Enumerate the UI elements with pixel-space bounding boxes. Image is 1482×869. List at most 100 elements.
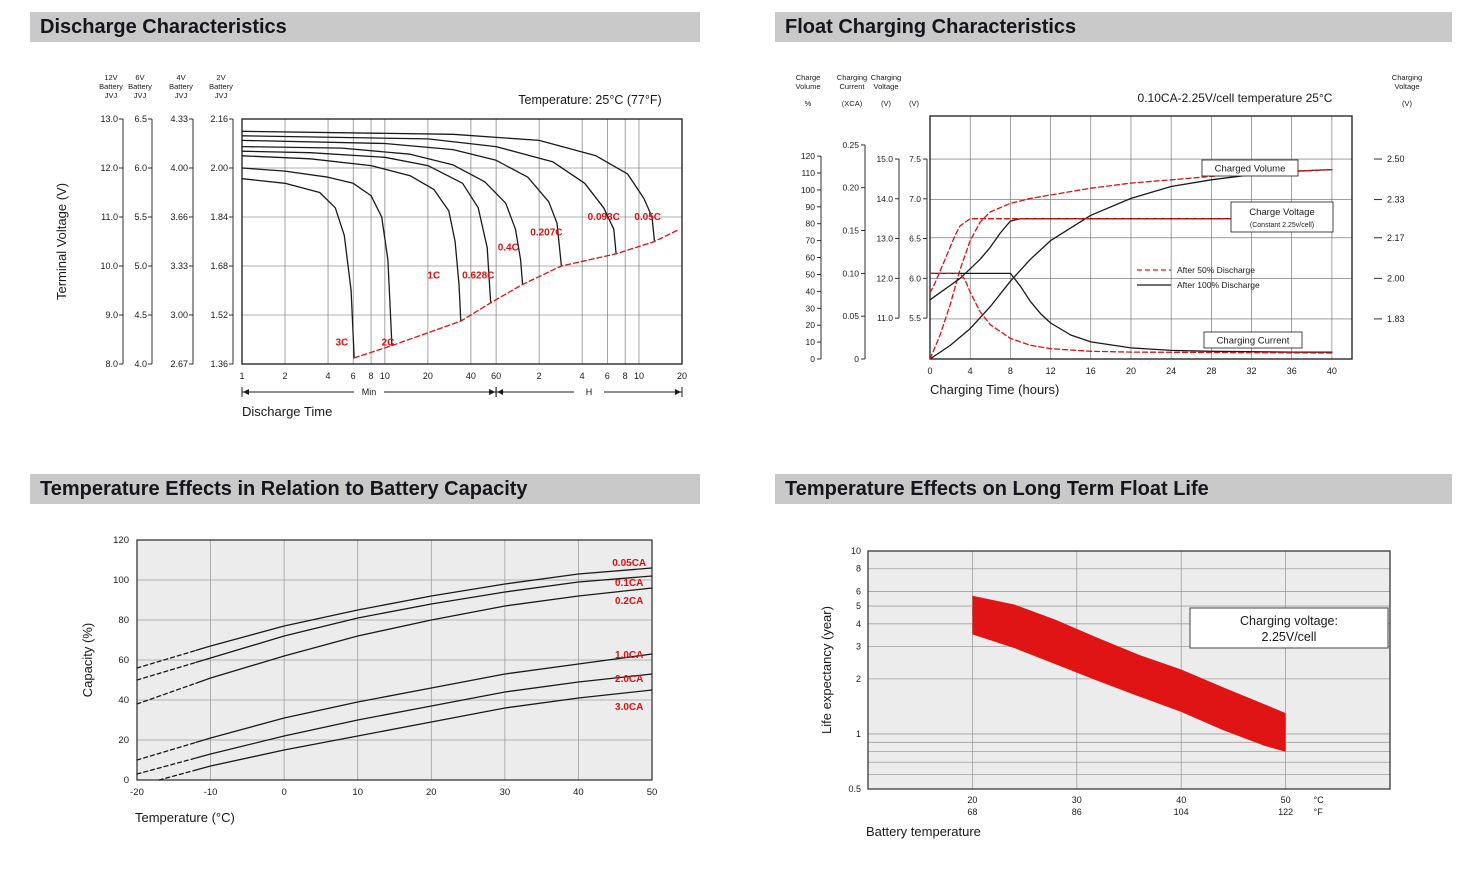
legend-label: After 50% Discharge: [1177, 265, 1255, 275]
y-tick: 20: [118, 735, 129, 746]
axis-header: Battery: [99, 82, 123, 91]
y-tick: 3.33: [170, 261, 188, 271]
y-tick: 13.0: [876, 234, 893, 244]
y-tick: 50: [806, 269, 816, 279]
y-tick: 6: [856, 587, 861, 597]
y-tick-right: 1.83: [1387, 314, 1405, 324]
temp-capacity-chart-svg: 0 20 40 60 80 100 120 -20 -10 0 10 20 30 40 50 Capacity…: [80, 535, 658, 825]
axis-header: Charging: [871, 73, 901, 82]
axis-header: Voltage: [873, 82, 898, 91]
series-0.05CA: [195, 567, 653, 652]
y-tick: 0.10: [842, 268, 859, 278]
axis-unit: (V): [881, 99, 892, 108]
curve-label: 0.05CA: [612, 558, 646, 569]
y-tick: 6.5: [909, 234, 921, 244]
x-span-label: H: [586, 387, 593, 397]
curve-label: Charging Current: [1217, 336, 1290, 347]
y-tick: 7.0: [909, 194, 921, 204]
y-tick: 5.5: [909, 313, 921, 323]
y-tick: 8: [856, 564, 861, 574]
axis-header: JVJ: [215, 91, 228, 100]
x-tick: 4: [968, 366, 973, 376]
axis-unit: %: [805, 99, 812, 108]
series-0.1CA: [195, 575, 653, 664]
y-tick: 40: [806, 286, 816, 296]
y-tick: 4.5: [134, 310, 147, 320]
series-3C: [241, 178, 355, 359]
y-tick: 1.36: [210, 359, 228, 369]
x-tick: 36: [1287, 366, 1297, 376]
annotation-line1: Charging voltage:: [1240, 614, 1338, 628]
y-tick: 4: [856, 619, 861, 629]
x-span-label: Min: [362, 387, 377, 397]
temp-capacity-chart: 0 20 40 60 80 100 120 -20 -10 0 10 20 30 40 50 Capacity…: [30, 508, 700, 853]
y-tick: 3.66: [170, 212, 188, 222]
x-tick: 10: [380, 371, 390, 381]
x-tick: 2: [537, 371, 542, 381]
plot-border: [867, 550, 1391, 790]
axis-header: JVJ: [134, 91, 147, 100]
chart-annotation: 0.10CA-2.25V/cell temperature 25°C: [1138, 91, 1333, 105]
x-tick: 20: [423, 371, 433, 381]
x-tick: 20: [677, 371, 687, 381]
curve-label: 1.0CA: [615, 650, 643, 661]
series-1C: [241, 155, 462, 322]
x-tick-f: 104: [1174, 807, 1189, 817]
series-0.05CA-dashed: [136, 649, 197, 669]
x-tick-c: 40: [1176, 795, 1186, 805]
curve-label: 0.4C: [498, 243, 519, 254]
y-tick: 12.0: [876, 273, 893, 283]
series-3.0CA-dashed: [158, 769, 197, 781]
y-tick: 40: [118, 695, 129, 706]
axis-header: Charging: [837, 73, 867, 82]
temperature-annotation: Temperature: 25°C (77°F): [518, 93, 661, 107]
y-tick: 13.0: [100, 114, 118, 124]
y-tick-right: 2.33: [1387, 195, 1405, 205]
annotation-line2: 2.25V/cell: [1262, 630, 1317, 644]
curve-label-box: [1230, 201, 1334, 233]
y-tick: 0.15: [842, 226, 859, 236]
axis-header: 6V: [135, 73, 144, 82]
curve-label: 3.0CA: [615, 702, 643, 713]
y-tick: 120: [113, 535, 129, 546]
y-tick-right: 2.17: [1387, 233, 1405, 243]
series-3.0CA: [195, 689, 653, 771]
axis-header: 4V: [176, 73, 185, 82]
curve-label: 0.628C: [462, 270, 494, 281]
y-tick: 4.33: [170, 114, 188, 124]
y-tick: 2.67: [170, 359, 188, 369]
x-tick: 50: [647, 787, 658, 798]
curve-label: 2.0CA: [615, 674, 643, 685]
x-axis-title: Battery temperature: [866, 824, 981, 839]
y-tick: 0.20: [842, 183, 859, 193]
curve-label-box: [1201, 159, 1299, 177]
y-tick: 6.0: [134, 163, 147, 173]
y-tick-right: 2.00: [1387, 273, 1405, 283]
legend-label: After 100% Discharge: [1177, 280, 1260, 290]
axis-header: Charge: [796, 73, 821, 82]
series-charging-current-50: [929, 272, 1333, 354]
y-tick: 0: [810, 354, 815, 364]
float-life-chart-svg: Charging voltage:2.25V/cell1086543210.52…: [819, 546, 1391, 839]
curve-label: 0.207C: [530, 227, 562, 238]
y-axis-title: Terminal Voltage (V): [54, 183, 69, 300]
series-0.093C: [241, 135, 617, 255]
x-tick: 8: [1008, 366, 1013, 376]
y-tick: 80: [118, 615, 129, 626]
y-tick: 12.0: [100, 163, 118, 173]
x-tick: 10: [634, 371, 644, 381]
y-tick: 2.00: [210, 163, 228, 173]
float-life-section-title: Temperature Effects on Long Term Float L…: [775, 474, 1452, 504]
series-2.0CA-dashed: [136, 757, 197, 775]
series-1.0CA-dashed: [136, 741, 197, 761]
x-tick: 40: [573, 787, 584, 798]
axis-unit: (V): [1402, 99, 1413, 108]
float-life-chart: Charging voltage: 2.25V/cell 10 8 6 5 4 3 2 1 0.5 2…: [775, 508, 1452, 868]
plot-border: [929, 115, 1353, 360]
x-tick: 16: [1086, 366, 1096, 376]
series-2C: [241, 167, 393, 347]
series-charge-voltage-100: [929, 218, 1333, 301]
y-tick: 3: [856, 642, 861, 652]
x-tick-c: 50: [1281, 795, 1291, 805]
y-tick: 10: [851, 546, 861, 556]
